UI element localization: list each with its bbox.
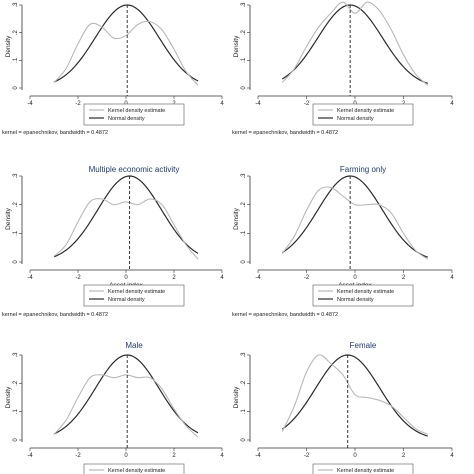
normal-density-line <box>281 4 428 84</box>
chart-panel-5: 0 .1 .2 .3 -4 -2 0 2 4 Density Male Kernel density … <box>5 341 224 474</box>
legend-box <box>312 103 414 126</box>
legend-kernel-label: Kernel density estimate <box>108 468 165 474</box>
y-tick-label: 0 <box>13 86 19 90</box>
x-tick-label: 4 <box>220 453 224 459</box>
normal-density-line <box>281 175 428 258</box>
x-tick-label: 0 <box>353 453 357 459</box>
y-tick-label: .3 <box>13 173 19 179</box>
legend-kernel-label: Kernel density estimate <box>108 108 165 114</box>
y-tick-label: 0 <box>241 260 247 264</box>
kernel-note: kernel = epanechnikov, bandwidth = 0.487… <box>2 130 108 136</box>
kernel-note: kernel = epanechnikov, bandwidth = 0.487… <box>2 312 108 318</box>
y-tick-label: 0 <box>13 260 19 264</box>
kernel-density-line <box>281 354 428 435</box>
y-tick-label: .1 <box>13 409 19 415</box>
y-tick-label: .3 <box>241 352 247 358</box>
legend-normal-label: Normal density <box>108 297 145 303</box>
x-tick-label: -4 <box>255 275 261 281</box>
legend-kernel-label: Kernel density estimate <box>337 108 394 114</box>
y-axis-title: Density <box>233 35 240 57</box>
x-tick-label: -2 <box>75 101 81 107</box>
x-tick-label: -2 <box>304 101 310 107</box>
panel-title: Multiple economic activity <box>89 165 180 174</box>
x-tick-label: -4 <box>27 101 33 107</box>
y-tick-label: .2 <box>241 202 247 208</box>
y-tick-label: .2 <box>241 30 247 36</box>
legend-kernel-label: Kernel density estimate <box>337 468 394 474</box>
x-tick-label: -2 <box>75 275 81 281</box>
y-tick-label: 0 <box>241 438 247 442</box>
chart-panel-2: 0.1.2.3-4-2024DensityAsset indexKernel d… <box>232 1 454 136</box>
x-tick-label: 4 <box>450 275 454 281</box>
normal-density-line <box>53 354 199 435</box>
chart-panel-4: 0.1.2.3-4-2024DensityAsset indexFarming … <box>232 165 454 318</box>
x-tick-label: -2 <box>304 453 310 459</box>
x-tick-label: 4 <box>220 275 224 281</box>
kernel-note: kernel = epanechnikov, bandwidth = 0.487… <box>232 312 338 318</box>
x-tick-label: -2 <box>75 453 81 459</box>
chart-panel-6: 0 .1 .2 .3 -4 -2 0 2 4 Density Female Kernel densit… <box>233 341 454 474</box>
x-tick-label: -4 <box>255 453 261 459</box>
x-tick-label: 2 <box>172 453 176 459</box>
y-tick-label: .1 <box>13 57 19 63</box>
x-tick-label: -4 <box>27 453 33 459</box>
kernel-density-line <box>53 198 199 260</box>
y-tick-label: .1 <box>241 230 247 236</box>
y-axis-title: Density <box>5 207 12 229</box>
y-tick-label: .2 <box>13 202 19 208</box>
kernel-density-line <box>281 1 429 86</box>
y-axis-title: Density <box>5 35 12 57</box>
legend-kernel-label: Kernel density estimate <box>108 289 165 295</box>
y-tick-label: .1 <box>13 230 19 236</box>
kernel-density-line <box>281 186 429 260</box>
x-tick-label: 0 <box>353 275 357 281</box>
x-tick-label: 0 <box>124 275 128 281</box>
x-tick-label: 4 <box>220 101 224 107</box>
kernel-density-line <box>53 374 199 438</box>
x-tick-label: 0 <box>124 453 128 459</box>
legend-normal-label: Normal density <box>337 116 374 122</box>
y-tick-label: .3 <box>241 2 247 8</box>
normal-density-line <box>53 175 199 258</box>
x-tick-label: 2 <box>172 275 176 281</box>
y-tick-label: .2 <box>13 30 19 36</box>
x-tick-label: -4 <box>27 275 33 281</box>
y-tick-label: .3 <box>13 352 19 358</box>
y-tick-label: .3 <box>241 173 247 179</box>
chart-panel-1: 0.1.2.3-4-2024DensityAsset indexKernel d… <box>2 2 224 136</box>
kernel-note: kernel = epanechnikov, bandwidth = 0.487… <box>232 130 338 136</box>
kernel-density-line <box>53 20 199 86</box>
normal-density-line <box>53 4 199 83</box>
legend-normal-label: Normal density <box>108 116 145 122</box>
y-tick-label: .1 <box>241 57 247 63</box>
x-tick-label: -2 <box>304 275 310 281</box>
y-tick-label: .1 <box>241 409 247 415</box>
x-tick-label: 4 <box>450 101 454 107</box>
y-axis-title: Density <box>233 207 240 229</box>
y-tick-label: 0 <box>241 86 247 90</box>
y-tick-label: .2 <box>13 380 19 386</box>
x-tick-label: 2 <box>402 453 406 459</box>
y-tick-label: .2 <box>241 380 247 386</box>
x-tick-label: 2 <box>402 275 406 281</box>
panel-title: Female <box>350 341 377 350</box>
chart-panel-3: 0.1.2.3-4-2024DensityAsset indexMultiple… <box>2 165 224 318</box>
legend-box <box>83 463 185 474</box>
legend-box <box>83 103 185 126</box>
legend-kernel-label: Kernel density estimate <box>337 289 394 295</box>
legend-box <box>312 284 414 307</box>
legend-normal-label: Normal density <box>337 297 374 303</box>
panel-title: Male <box>125 341 143 350</box>
y-axis-title: Density <box>5 386 12 408</box>
panel-title: Farming only <box>340 165 386 174</box>
normal-density-line <box>281 354 428 437</box>
legend-box <box>312 463 414 474</box>
y-axis-title: Density <box>233 386 240 408</box>
x-tick-label: -4 <box>255 101 261 107</box>
x-tick-label: 4 <box>450 453 454 459</box>
legend-box <box>83 284 185 307</box>
y-tick-label: 0 <box>13 438 19 442</box>
y-tick-label: .3 <box>13 2 19 8</box>
